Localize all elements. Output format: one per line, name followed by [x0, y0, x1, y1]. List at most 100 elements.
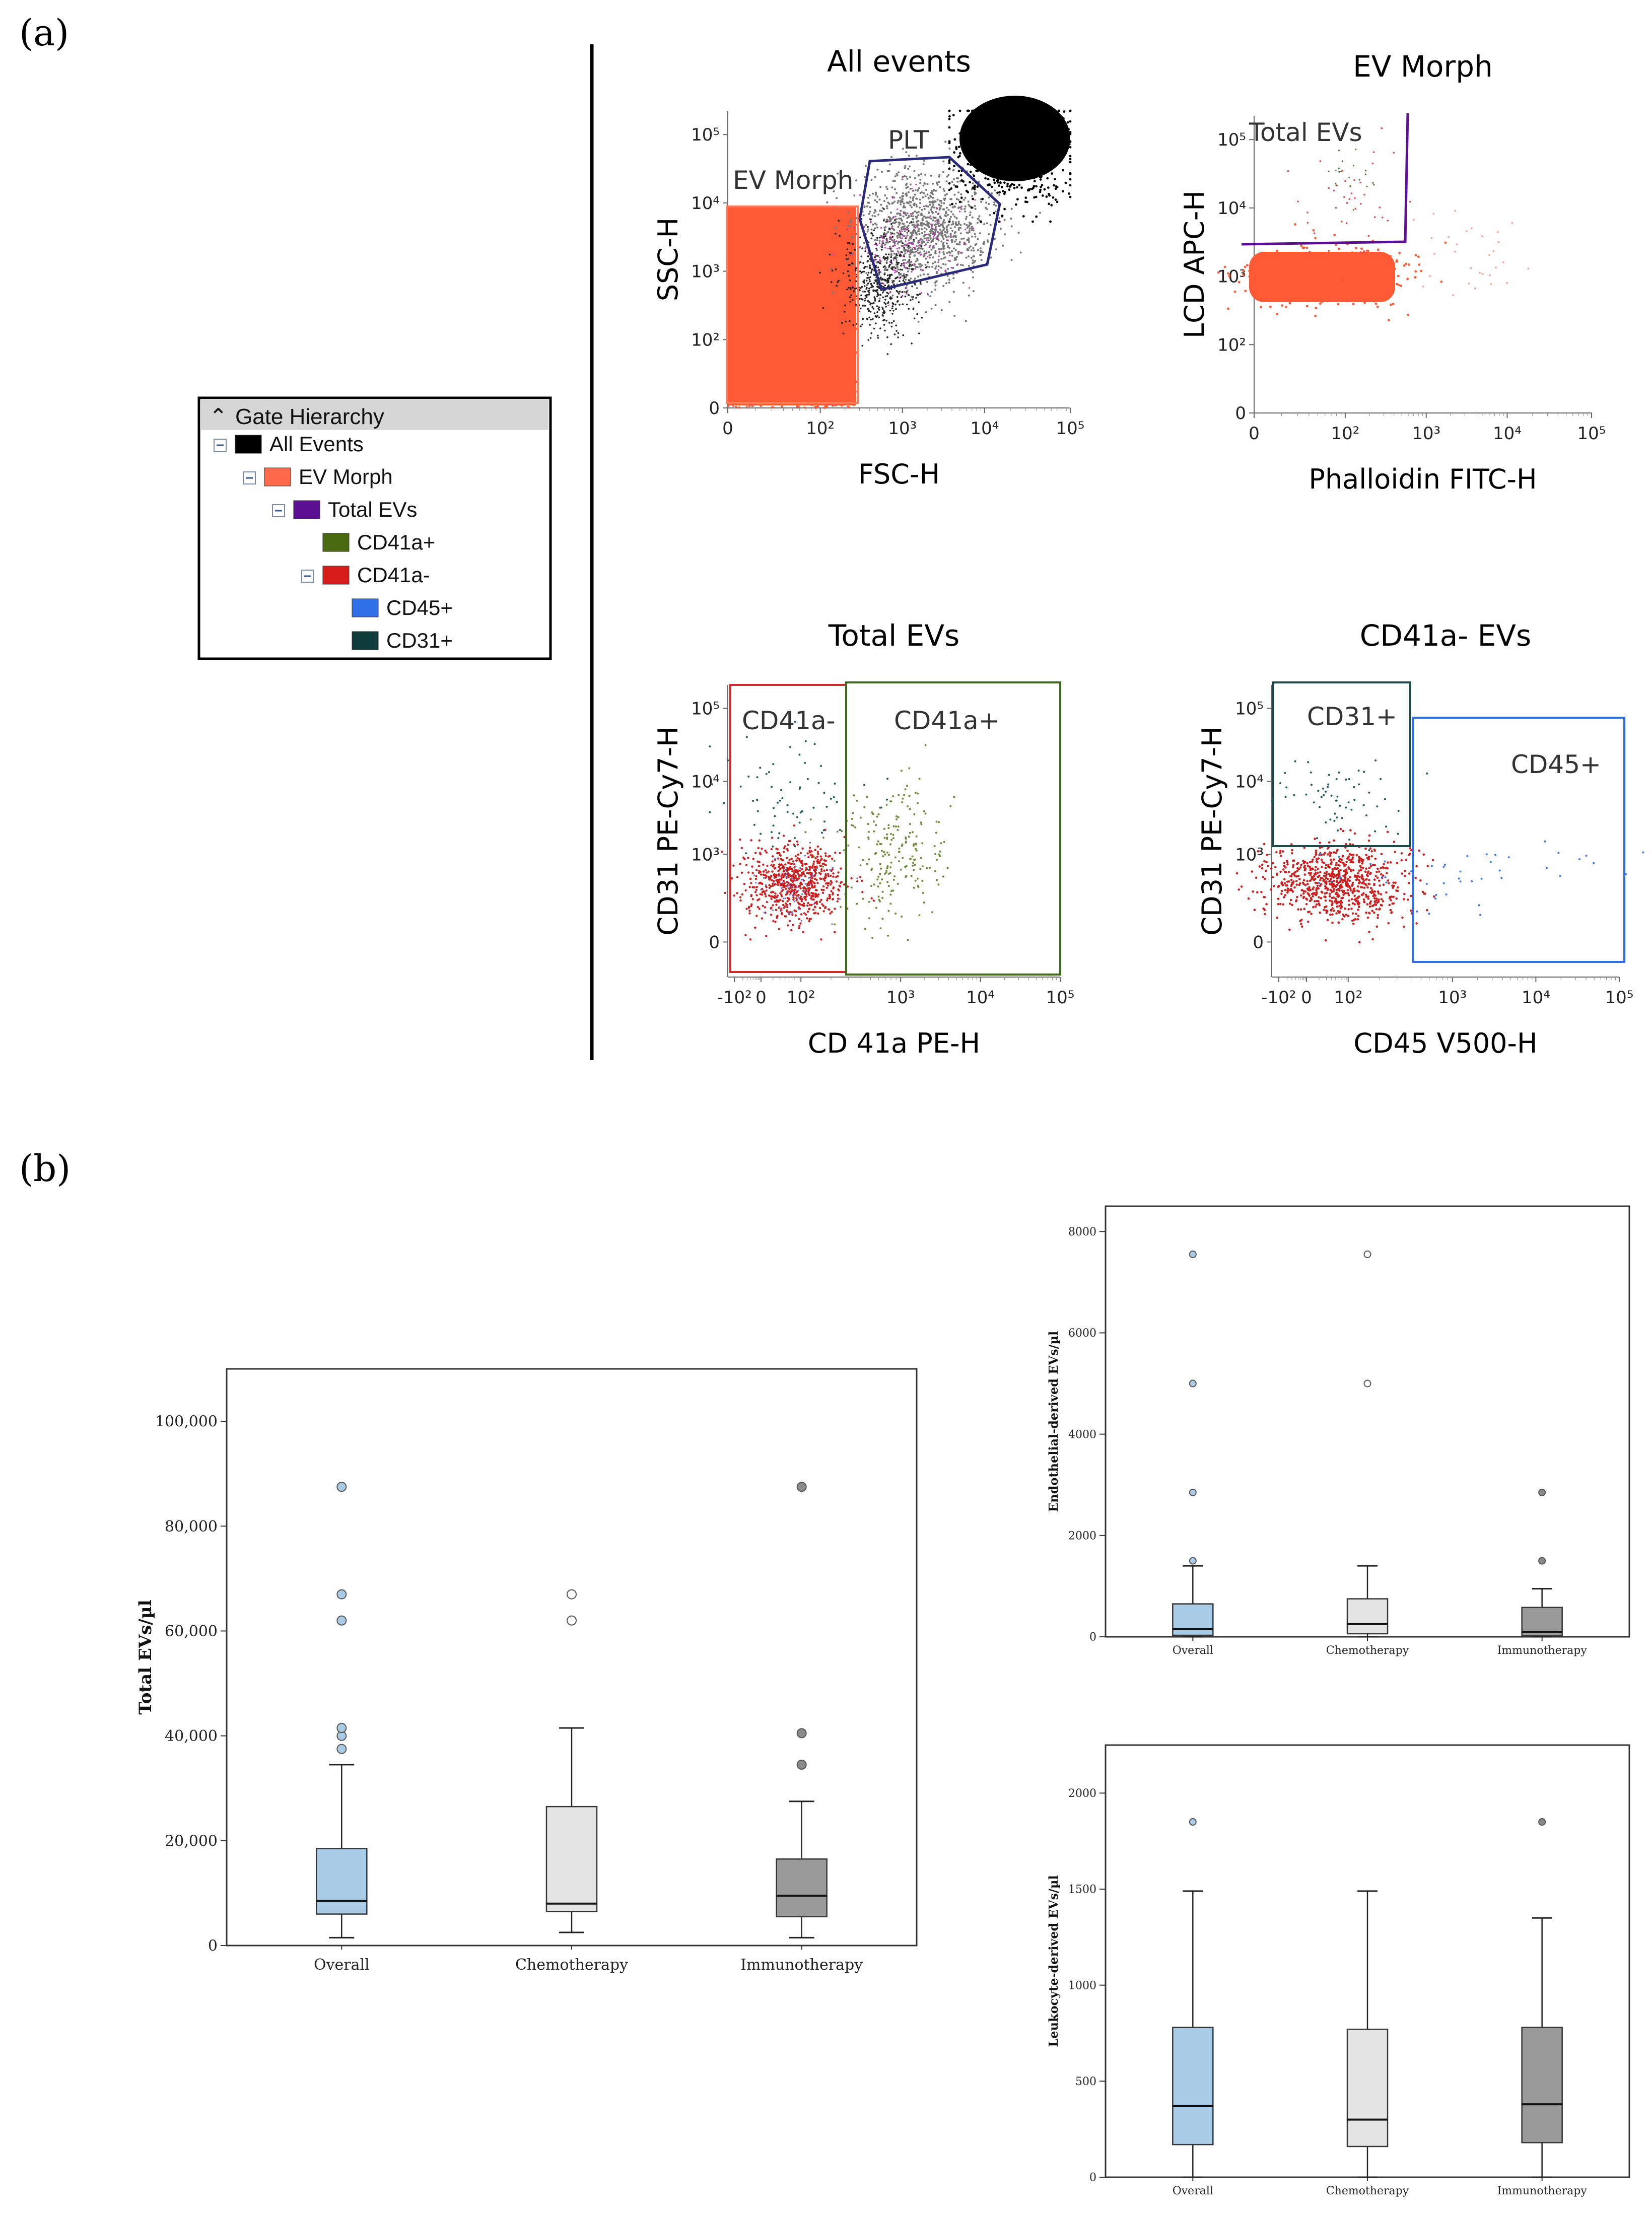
- event-dot: [771, 305, 774, 308]
- event-dot: [1005, 109, 1007, 112]
- event-dot: [1057, 154, 1060, 157]
- event-dot: [757, 367, 760, 370]
- event-dot: [855, 351, 857, 354]
- event-dot: [807, 272, 810, 274]
- event-dot: [1016, 163, 1019, 166]
- gate-label: CD41a-: [357, 563, 430, 587]
- event-dot: [855, 269, 857, 271]
- event-dot: [864, 248, 866, 250]
- event-dot: [736, 892, 738, 894]
- event-dot: [1036, 150, 1039, 153]
- event-dot: [1305, 265, 1308, 268]
- event-dot: [820, 898, 822, 902]
- event-dot: [806, 904, 809, 907]
- event-dot: [1342, 279, 1344, 281]
- event-dot: [1373, 184, 1375, 186]
- event-dot: [1353, 294, 1356, 297]
- gate-plt[interactable]: [858, 156, 1001, 291]
- collapse-toggle-icon[interactable]: [301, 570, 314, 583]
- event-dot: [1295, 263, 1298, 266]
- event-dot: [1341, 160, 1343, 162]
- event-dot: [770, 914, 773, 916]
- event-dot: [763, 280, 766, 283]
- event-dot: [1256, 271, 1259, 274]
- event-dot: [1274, 269, 1277, 272]
- event-dot: [1452, 294, 1454, 296]
- event-dot: [928, 251, 930, 253]
- event-dot: [778, 863, 781, 866]
- event-dot: [1044, 114, 1047, 117]
- event-dot: [955, 217, 958, 220]
- event-dot: [872, 286, 874, 288]
- event-dot: [830, 267, 833, 270]
- event-dot: [1047, 109, 1050, 112]
- event-dot: [1372, 256, 1375, 259]
- x-tick-label: 10⁵: [1046, 988, 1075, 1008]
- event-dot: [874, 243, 876, 245]
- event-dot: [1328, 187, 1330, 189]
- event-dot: [733, 319, 736, 321]
- event-dot: [1381, 265, 1383, 268]
- event-dot: [917, 223, 919, 225]
- event-dot: [751, 328, 754, 331]
- event-dot: [750, 224, 752, 227]
- event-dot: [903, 275, 905, 277]
- event-dot: [963, 223, 966, 225]
- event-dot: [929, 295, 932, 298]
- event-dot: [852, 346, 854, 349]
- event-dot: [1019, 251, 1022, 254]
- event-dot: [747, 327, 749, 330]
- event-dot: [904, 276, 906, 279]
- gate-row[interactable]: Total EVs: [272, 498, 417, 521]
- event-dot: [874, 256, 876, 258]
- event-dot: [752, 212, 754, 215]
- event-dot: [916, 233, 918, 236]
- event-dot: [1374, 279, 1377, 282]
- gate-row[interactable]: CD41a-: [301, 563, 430, 587]
- event-dot: [938, 175, 940, 178]
- event-dot: [933, 224, 936, 226]
- event-dot: [1018, 125, 1021, 128]
- event-dot: [778, 370, 781, 372]
- event-dot: [817, 352, 819, 355]
- event-dot: [876, 244, 878, 246]
- gate-total-evs[interactable]: [1241, 113, 1409, 246]
- event-dot: [916, 257, 918, 260]
- event-dot: [745, 260, 748, 262]
- event-dot: [1018, 121, 1020, 124]
- gate-row[interactable]: CD31+: [352, 629, 453, 652]
- event-dot: [942, 208, 944, 211]
- event-dot: [915, 221, 918, 224]
- event-dot: [789, 903, 791, 906]
- event-dot: [812, 381, 815, 384]
- event-dot: [1354, 260, 1357, 263]
- event-dot: [860, 287, 862, 289]
- event-dot: [1367, 298, 1369, 301]
- event-dot: [959, 232, 962, 235]
- event-dot: [999, 181, 1002, 184]
- event-dot: [832, 292, 834, 294]
- event-dot: [850, 310, 853, 313]
- gate-row[interactable]: CD45+: [352, 596, 453, 619]
- event-dot: [1034, 166, 1037, 169]
- event-dot: [741, 238, 744, 241]
- event-dot: [960, 238, 963, 240]
- event-dot: [985, 134, 988, 136]
- event-dot: [796, 309, 799, 311]
- event-dot: [789, 328, 792, 331]
- event-dot: [917, 275, 920, 278]
- gate-row[interactable]: All Events: [214, 432, 364, 456]
- event-dot: [947, 224, 950, 226]
- event-dot: [823, 258, 827, 261]
- event-dot: [732, 391, 735, 394]
- event-dot: [882, 319, 884, 322]
- event-dot: [1069, 140, 1072, 143]
- gate-row[interactable]: CD41a+: [322, 530, 435, 554]
- event-dot: [957, 198, 960, 201]
- event-dot: [1039, 212, 1042, 214]
- event-dot: [1011, 174, 1013, 177]
- gate-ev-morph[interactable]: [726, 205, 859, 404]
- event-dot: [988, 155, 991, 157]
- gate-row[interactable]: EV Morph: [243, 465, 393, 489]
- event-dot: [744, 889, 747, 892]
